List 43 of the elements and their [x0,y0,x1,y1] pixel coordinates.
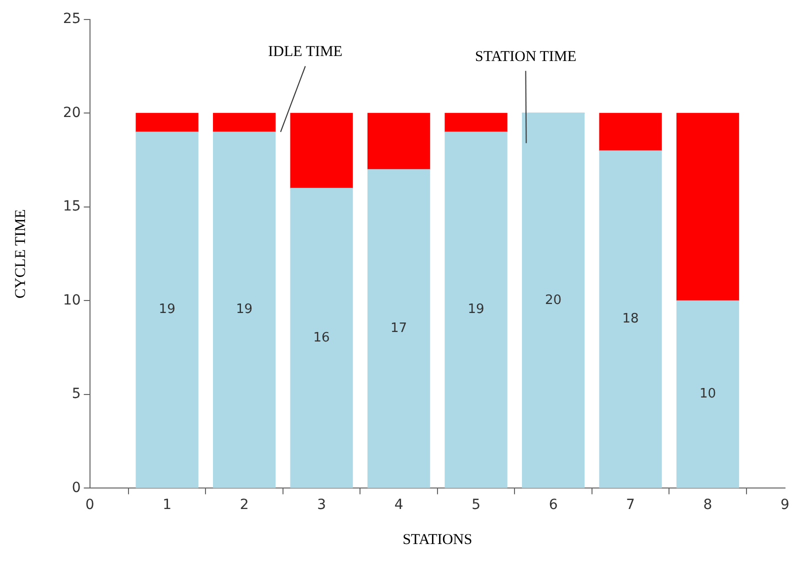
bar [599,150,662,488]
data-label: 16 [313,330,330,346]
x-tick-label: 1 [162,497,172,514]
y-tick-label: 0 [72,480,81,496]
data-label: 19 [158,302,176,318]
y-tick-label: 10 [62,292,81,308]
y-tick-label: 5 [72,386,81,402]
data-label: 17 [390,320,408,336]
data-label: 18 [622,312,639,327]
data-label: 10 [699,386,716,402]
bar [290,188,353,488]
bar [136,112,198,132]
y-tick-label: 25 [62,11,81,28]
x-tick-label: 5 [472,497,480,514]
x-tick-label: 4 [394,497,404,514]
data-label: 20 [545,292,562,308]
x-tick-label: 7 [626,497,635,514]
bar [367,112,430,170]
bar [444,112,508,132]
x-tick-label: 0 [85,497,94,514]
y-tick-label: 15 [62,198,81,215]
annotation: IDLE TIME [268,44,342,60]
bar [367,169,430,488]
x-tick-label: 9 [780,497,790,514]
bar [212,132,276,488]
bar [599,112,662,151]
y-tick-label: 20 [62,104,81,121]
y-axis-title: CYCLE TIME [12,209,29,298]
bar [522,112,585,488]
x-axis-title: STATIONS [402,532,472,548]
bar [676,112,740,302]
data-label: 19 [468,302,484,318]
x-tick-label: 3 [317,497,326,514]
x-tick-label: 8 [703,497,712,514]
x-tick-label: 6 [548,497,558,514]
bar [444,132,508,488]
x-tick-label: 2 [240,497,249,514]
bar [212,112,276,132]
bar [676,300,740,488]
annotation: STATION TIME [474,48,576,65]
bar [290,112,353,188]
bar [136,132,198,488]
data-label: 19 [236,302,253,318]
